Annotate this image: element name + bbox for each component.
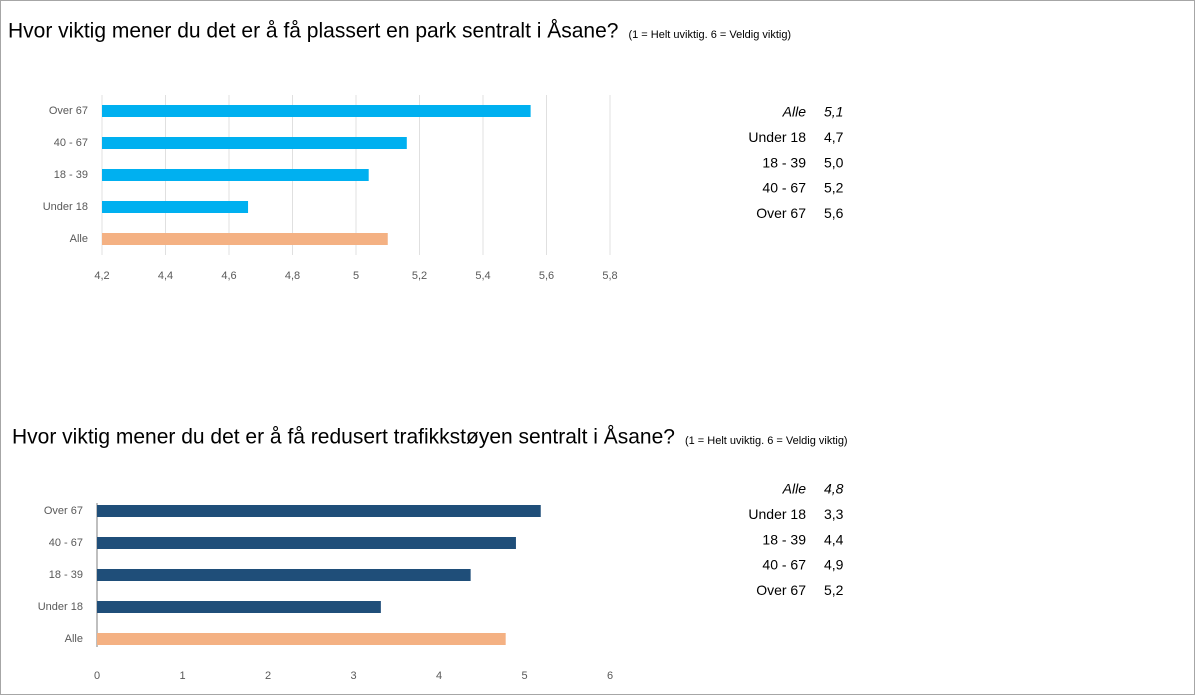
x-tick-label: 2 <box>265 670 271 682</box>
x-tick-label: 3 <box>350 670 356 682</box>
y-tick-label: Under 18 <box>43 201 88 213</box>
bar <box>102 105 531 117</box>
table-value: 3,3 <box>824 506 844 522</box>
table-label: 18 - 39 <box>762 531 806 547</box>
y-tick-label: Under 18 <box>38 601 83 613</box>
table-value: 5,0 <box>824 154 844 170</box>
x-tick-label: 4,6 <box>221 270 236 282</box>
x-tick-label: 4,2 <box>94 270 109 282</box>
table-value: 5,2 <box>824 180 844 196</box>
table-label: Under 18 <box>748 506 806 522</box>
bar <box>97 505 541 517</box>
table-value: 4,7 <box>824 129 844 145</box>
bar <box>102 137 407 149</box>
bar <box>97 633 506 645</box>
chart-subtitle: (1 = Helt uviktig. 6 = Veldig viktig) <box>628 29 791 41</box>
x-tick-label: 4,4 <box>158 270 173 282</box>
table-value: 4,9 <box>824 557 844 573</box>
chart-subtitle: (1 = Helt uviktig. 6 = Veldig viktig) <box>685 435 848 447</box>
y-tick-label: Alle <box>65 633 83 645</box>
table-label: Over 67 <box>756 205 806 221</box>
y-tick-label: 40 - 67 <box>49 537 83 549</box>
y-tick-label: 40 - 67 <box>54 137 88 149</box>
bar <box>97 537 516 549</box>
table-label: Over 67 <box>756 582 806 598</box>
y-tick-label: Alle <box>70 233 88 245</box>
chart-title: Hvor viktig mener du det er å få reduser… <box>12 426 675 449</box>
bar <box>97 569 471 581</box>
bar <box>102 233 388 245</box>
x-tick-label: 4 <box>436 670 442 682</box>
chart-title: Hvor viktig mener du det er å få plasser… <box>8 20 618 43</box>
table-value: 5,1 <box>824 104 843 120</box>
bar <box>102 201 249 213</box>
table-label: 18 - 39 <box>762 154 806 170</box>
table-value: 5,2 <box>824 582 844 598</box>
table-value: 4,4 <box>824 531 844 547</box>
y-tick-label: 18 - 39 <box>49 569 83 581</box>
bar <box>97 601 381 613</box>
table-label: 40 - 67 <box>762 180 806 196</box>
x-tick-label: 5 <box>521 670 527 682</box>
y-tick-label: 18 - 39 <box>54 169 88 181</box>
table-label: Alle <box>782 481 807 497</box>
table-value: 5,6 <box>824 205 844 221</box>
x-tick-label: 1 <box>179 670 185 682</box>
x-tick-label: 5,6 <box>539 270 554 282</box>
table-label: Under 18 <box>748 129 806 145</box>
x-tick-label: 0 <box>94 670 100 682</box>
table-label: Alle <box>782 104 807 120</box>
x-tick-label: 6 <box>607 670 613 682</box>
x-tick-label: 5 <box>353 270 359 282</box>
y-tick-label: Over 67 <box>49 105 88 117</box>
bar <box>102 169 369 181</box>
x-tick-label: 5,8 <box>602 270 617 282</box>
x-tick-label: 5,4 <box>475 270 490 282</box>
table-label: 40 - 67 <box>762 557 806 573</box>
x-tick-label: 4,8 <box>285 270 300 282</box>
x-tick-label: 5,2 <box>412 270 427 282</box>
y-tick-label: Over 67 <box>44 505 83 517</box>
table-value: 4,8 <box>824 481 844 497</box>
